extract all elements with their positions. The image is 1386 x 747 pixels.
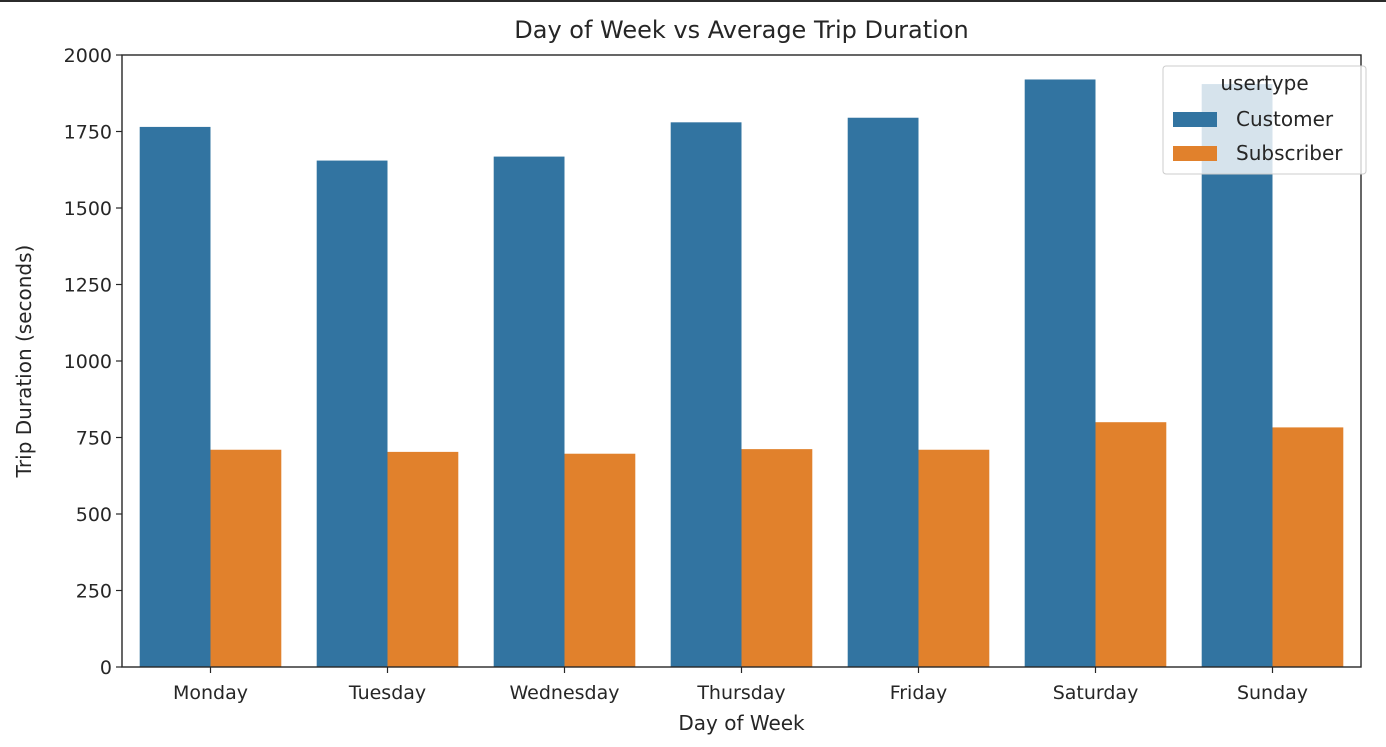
y-tick-label: 1500 [64, 198, 112, 220]
y-tick-label: 1000 [64, 351, 112, 373]
legend-label-subscriber: Subscriber [1236, 141, 1343, 165]
x-axis: Monday Tuesday Wednesday Thursday Friday Satu… [173, 667, 1308, 704]
legend-label-customer: Customer [1236, 107, 1334, 131]
x-axis-title: Day of Week [678, 711, 805, 735]
x-tick-label: Monday [173, 682, 248, 704]
legend-swatch-subscriber [1173, 146, 1217, 161]
bars [139, 79, 1344, 668]
bar-subscriber-friday [918, 449, 990, 667]
bar-subscriber-saturday [1095, 422, 1167, 667]
bar-subscriber-tuesday [387, 451, 459, 667]
top-border [0, 0, 1386, 2]
y-tick-label: 250 [76, 581, 112, 603]
bar-customer-friday [847, 117, 919, 668]
y-axis-title: Trip Duration (seconds) [12, 245, 36, 479]
chart-title: Day of Week vs Average Trip Duration [514, 16, 968, 44]
x-tick-label: Wednesday [509, 682, 619, 704]
legend-swatch-customer [1173, 112, 1217, 127]
y-tick-label: 500 [76, 504, 112, 526]
bar-customer-sunday [1201, 84, 1273, 667]
bar-customer-saturday [1024, 79, 1096, 668]
y-tick-label: 1250 [64, 275, 112, 297]
y-tick-label: 0 [100, 657, 112, 679]
legend: usertype Customer Subscriber [1162, 65, 1367, 175]
x-tick-label: Tuesday [348, 682, 426, 704]
bar-customer-thursday [670, 122, 742, 667]
bar-customer-wednesday [493, 156, 565, 668]
y-tick-label: 750 [76, 428, 112, 450]
legend-title: usertype [1220, 71, 1308, 95]
bar-subscriber-sunday [1272, 427, 1344, 667]
y-axis: 0 250 500 750 1000 1250 1500 1750 2000 [64, 45, 122, 679]
bar-customer-tuesday [316, 160, 388, 667]
bar-subscriber-thursday [741, 449, 813, 667]
plot-frame [121, 54, 1362, 668]
bar-subscriber-wednesday [564, 453, 636, 667]
x-tick-label: Thursday [696, 682, 785, 704]
x-tick-label: Friday [890, 682, 948, 704]
y-tick-label: 1750 [64, 122, 112, 144]
x-tick-label: Saturday [1053, 682, 1139, 704]
bar-subscriber-monday [210, 449, 282, 667]
bar-customer-monday [139, 126, 211, 667]
y-tick-label: 2000 [64, 45, 112, 67]
x-tick-label: Sunday [1237, 682, 1308, 704]
